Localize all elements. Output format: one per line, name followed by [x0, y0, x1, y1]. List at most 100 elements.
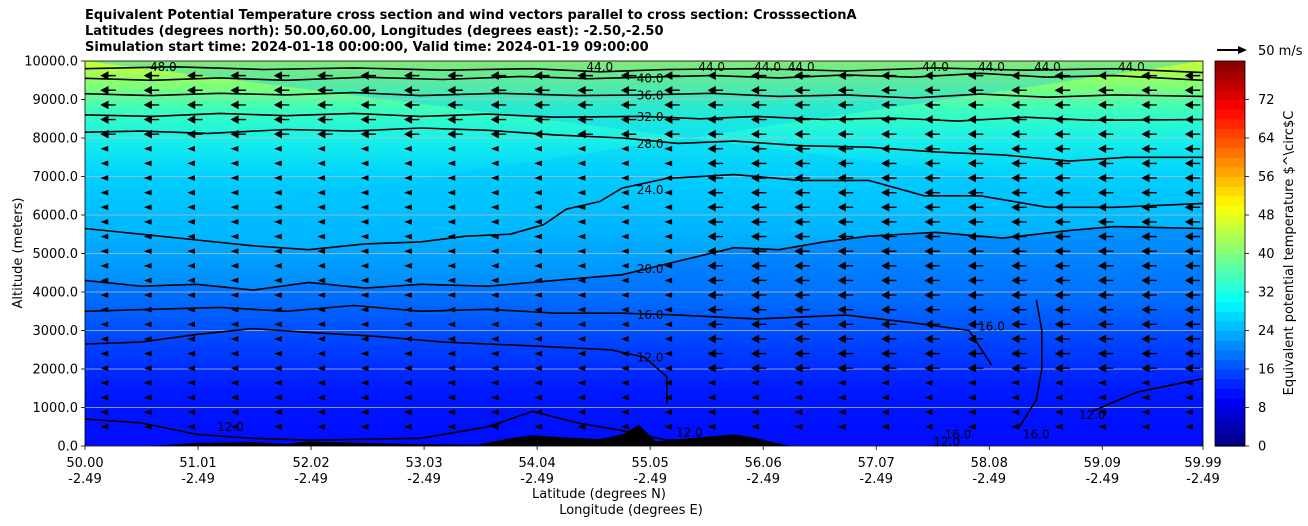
- wind-vector: [143, 277, 152, 284]
- wind-vector: [621, 262, 629, 269]
- wind-vector: [1054, 232, 1071, 241]
- wind-vector: [187, 350, 195, 357]
- colorbar-segment: [1215, 388, 1245, 399]
- wind-vector: [967, 276, 984, 285]
- wind-vector: [707, 290, 724, 300]
- wind-vector: [317, 248, 326, 255]
- wind-vector: [794, 363, 810, 373]
- colorbar-segment: [1215, 147, 1245, 158]
- wind-vector: [404, 204, 412, 211]
- wind-vector: [404, 233, 412, 240]
- colorbar-segment: [1215, 224, 1245, 235]
- wind-vector: [490, 350, 499, 357]
- wind-vector: [664, 423, 673, 430]
- colorbar-segment: [1215, 109, 1245, 120]
- y-axis-label: Altitude (meters): [11, 198, 26, 309]
- wind-vector: [794, 246, 810, 256]
- x-axis-label-longitude: Longitude (degrees E): [559, 503, 703, 518]
- wind-vector: [837, 409, 846, 415]
- wind-vector: [317, 262, 326, 269]
- wind-vector: [924, 173, 940, 183]
- wind-vector: [1184, 305, 1201, 315]
- wind-vector: [794, 159, 810, 168]
- wind-vector: [360, 100, 377, 110]
- wind-vector: [664, 145, 673, 152]
- contour-label: 44.0: [1118, 60, 1145, 74]
- wind-vector: [750, 202, 767, 212]
- wind-vector: [924, 305, 940, 315]
- contour-line-24: [85, 173, 1203, 251]
- wind-vector: [577, 306, 586, 313]
- wind-vector: [664, 336, 673, 342]
- wind-vector: [837, 246, 854, 256]
- y-tick-label: 5000.0: [33, 247, 79, 262]
- colorbar-segment: [1215, 292, 1245, 303]
- wind-vector: [750, 290, 767, 300]
- wind-vector: [794, 261, 810, 271]
- wind-vector: [1011, 305, 1027, 315]
- wind-vector: [1054, 409, 1063, 415]
- wind-vector: [143, 336, 152, 342]
- colorbar-segment: [1215, 128, 1245, 139]
- wind-vector: [100, 277, 109, 284]
- wind-vector: [447, 85, 463, 95]
- wind-vector: [1054, 349, 1071, 358]
- contour-label: 16.0: [978, 320, 1005, 334]
- wind-vector: [664, 219, 673, 225]
- wind-vector: [967, 100, 984, 110]
- wind-vector: [707, 334, 724, 344]
- wind-vector: [751, 409, 759, 415]
- wind-vector: [664, 321, 673, 328]
- horizontal-gridlines: [85, 61, 1203, 446]
- wind-vector: [664, 189, 673, 196]
- wind-vector: [490, 277, 499, 284]
- wind-vector: [1054, 173, 1071, 183]
- x-tick-label-lat: 59.09: [1084, 456, 1121, 471]
- wind-vector: [447, 129, 463, 139]
- wind-vector: [1054, 380, 1063, 386]
- wind-vector: [273, 233, 282, 240]
- wind-vector: [1097, 319, 1114, 329]
- wind-vector: [100, 160, 109, 167]
- wind-vector: [490, 100, 507, 110]
- wind-vector: [230, 409, 239, 415]
- wind-vector: [534, 175, 543, 181]
- wind-vector: [534, 350, 543, 357]
- wind-vector: [968, 409, 976, 415]
- wind-vector: [1184, 290, 1201, 300]
- wind-vector: [230, 189, 239, 196]
- wind-vector: [273, 380, 282, 386]
- contour-line-28: [85, 127, 1203, 162]
- wind-vector: [1141, 261, 1157, 271]
- wind-vector: [1141, 129, 1157, 139]
- colorbar-segment: [1215, 70, 1245, 81]
- wind-vector: [1011, 159, 1027, 168]
- wind-vector: [360, 409, 369, 415]
- colorbar-tick-label: 64: [1258, 132, 1275, 147]
- wind-vector: [187, 204, 195, 211]
- wind-vector: [143, 394, 152, 401]
- wind-vector: [967, 202, 984, 212]
- contour-label: 16.0: [637, 308, 664, 322]
- y-tick-label: 7000.0: [33, 170, 79, 185]
- wind-vector: [404, 423, 412, 430]
- wind-vector: [621, 233, 629, 240]
- wind-vector: [967, 305, 984, 315]
- wind-vector: [621, 306, 629, 313]
- wind-vector: [273, 423, 282, 430]
- wind-vector: [967, 188, 984, 198]
- wind-vector: [404, 262, 412, 269]
- wind-vector: [1097, 305, 1114, 315]
- wind-vector: [750, 144, 767, 154]
- wind-vector: [1141, 173, 1157, 183]
- colorbar-tick-label: 0: [1258, 440, 1266, 455]
- wind-vector: [621, 204, 629, 211]
- wind-vector: [1141, 319, 1157, 329]
- contour-label: 44.0: [922, 60, 949, 74]
- wind-vector: [664, 204, 673, 211]
- wind-vector: [664, 129, 680, 139]
- wind-vector: [750, 188, 767, 198]
- contour-line-12: [1018, 299, 1043, 428]
- wind-vector: [707, 261, 724, 271]
